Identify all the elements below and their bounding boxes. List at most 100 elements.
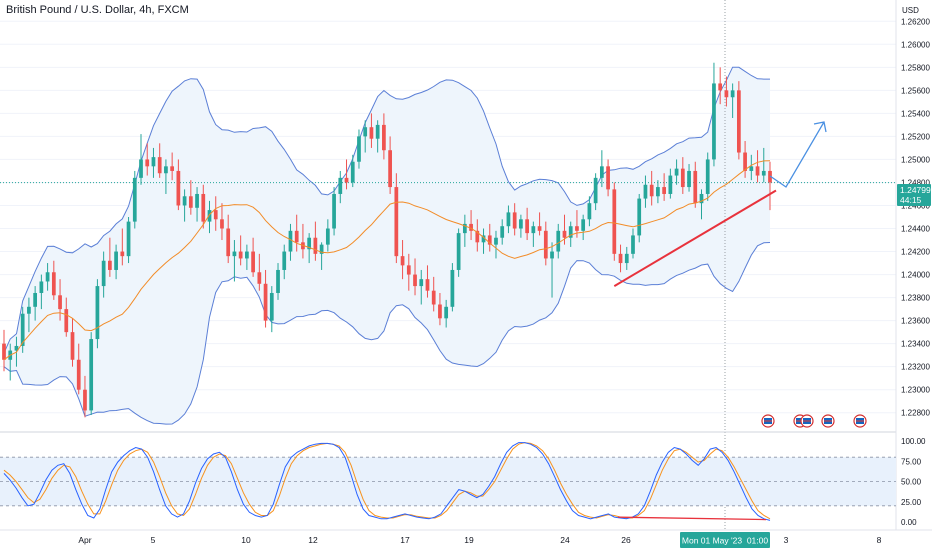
candle[interactable] xyxy=(220,203,224,241)
candle[interactable] xyxy=(207,200,212,234)
candle[interactable] xyxy=(487,223,492,252)
candle[interactable] xyxy=(45,263,50,291)
price-axis[interactable]: 1.26200 1.26000 1.25800 1.25600 1.25400 1.252… xyxy=(901,17,930,417)
candle[interactable] xyxy=(363,120,368,153)
candle[interactable] xyxy=(643,175,648,208)
candle[interactable] xyxy=(319,242,324,270)
candle[interactable] xyxy=(581,214,586,241)
time-axis[interactable]: Apr 5 10 12 17 19 24 26 3 8 xyxy=(78,535,881,545)
candle[interactable] xyxy=(649,170,654,206)
candle[interactable] xyxy=(108,237,112,277)
candle[interactable] xyxy=(58,279,62,321)
candle[interactable] xyxy=(543,221,548,266)
candle[interactable] xyxy=(599,150,604,188)
candle[interactable] xyxy=(263,269,268,328)
candle[interactable] xyxy=(506,205,511,234)
support-trendline[interactable] xyxy=(613,189,777,287)
candle[interactable] xyxy=(481,228,486,254)
candle[interactable] xyxy=(469,210,473,241)
candle[interactable] xyxy=(269,286,274,333)
candle[interactable] xyxy=(164,159,168,194)
candle[interactable] xyxy=(556,223,561,259)
economic-event-flag-icon[interactable] xyxy=(761,414,775,428)
candle[interactable] xyxy=(587,196,592,227)
candle[interactable] xyxy=(687,164,691,192)
candle[interactable] xyxy=(251,237,255,277)
candle[interactable] xyxy=(375,120,380,153)
candle[interactable] xyxy=(550,242,554,298)
candle[interactable] xyxy=(674,159,679,185)
candle[interactable] xyxy=(606,159,610,197)
candle[interactable] xyxy=(656,180,660,204)
candle[interactable] xyxy=(170,152,175,181)
candle[interactable] xyxy=(294,214,299,252)
candle[interactable] xyxy=(95,279,100,349)
candle[interactable] xyxy=(624,246,629,270)
candle[interactable] xyxy=(33,286,38,321)
candle[interactable] xyxy=(27,297,31,333)
stochastic-axis[interactable]: 100.00 75.00 50.00 25.00 0.00 xyxy=(901,437,926,527)
candle[interactable] xyxy=(450,263,455,312)
candle[interactable] xyxy=(238,235,243,266)
candle[interactable] xyxy=(132,170,137,229)
candle[interactable] xyxy=(382,113,386,160)
economic-event-flag-icon[interactable] xyxy=(800,414,814,428)
candle[interactable] xyxy=(500,219,505,245)
candle[interactable] xyxy=(76,343,81,395)
candle[interactable] xyxy=(413,258,417,296)
candle[interactable] xyxy=(114,244,118,280)
candle[interactable] xyxy=(288,223,293,261)
candle[interactable] xyxy=(350,154,355,188)
candle[interactable] xyxy=(724,76,729,107)
candle[interactable] xyxy=(20,306,25,353)
candle[interactable] xyxy=(736,81,741,160)
candle[interactable] xyxy=(51,260,56,300)
candle[interactable] xyxy=(188,180,193,215)
candle[interactable] xyxy=(749,154,754,181)
economic-event-flag-icon[interactable] xyxy=(821,414,835,428)
candle[interactable] xyxy=(257,253,262,291)
candle[interactable] xyxy=(568,221,573,247)
candle[interactable] xyxy=(668,168,673,199)
candle[interactable] xyxy=(618,244,623,273)
candle[interactable] xyxy=(245,244,249,270)
candle[interactable] xyxy=(145,143,150,176)
candle[interactable] xyxy=(369,113,374,148)
candle[interactable] xyxy=(400,240,405,280)
candles[interactable] xyxy=(2,62,772,418)
candle[interactable] xyxy=(182,189,187,222)
candle[interactable] xyxy=(357,129,361,169)
candle[interactable] xyxy=(562,214,567,245)
candle[interactable] xyxy=(512,203,517,236)
candle[interactable] xyxy=(419,269,424,305)
candle[interactable] xyxy=(662,173,666,201)
candle[interactable] xyxy=(64,297,69,337)
candle[interactable] xyxy=(195,187,199,222)
candle[interactable] xyxy=(139,134,143,185)
candle[interactable] xyxy=(693,161,698,208)
candle[interactable] xyxy=(743,141,747,178)
candle[interactable] xyxy=(126,217,131,264)
candle[interactable] xyxy=(425,265,430,298)
candle[interactable] xyxy=(525,207,529,241)
candle[interactable] xyxy=(313,221,318,261)
candle[interactable] xyxy=(307,233,312,264)
candle[interactable] xyxy=(755,150,760,183)
candle[interactable] xyxy=(531,221,536,247)
candle[interactable] xyxy=(282,244,287,280)
event-flags[interactable] xyxy=(761,414,867,428)
candle[interactable] xyxy=(70,318,75,367)
candle[interactable] xyxy=(151,147,156,178)
candle[interactable] xyxy=(456,228,461,277)
candle[interactable] xyxy=(406,253,411,291)
projection-arrow[interactable] xyxy=(769,121,827,188)
candle[interactable] xyxy=(213,196,218,231)
candle[interactable] xyxy=(332,187,336,236)
candle[interactable] xyxy=(344,159,349,190)
candle[interactable] xyxy=(388,136,392,194)
candle[interactable] xyxy=(637,193,642,243)
candle[interactable] xyxy=(612,182,617,261)
candle[interactable] xyxy=(438,292,442,326)
candle[interactable] xyxy=(519,214,523,238)
